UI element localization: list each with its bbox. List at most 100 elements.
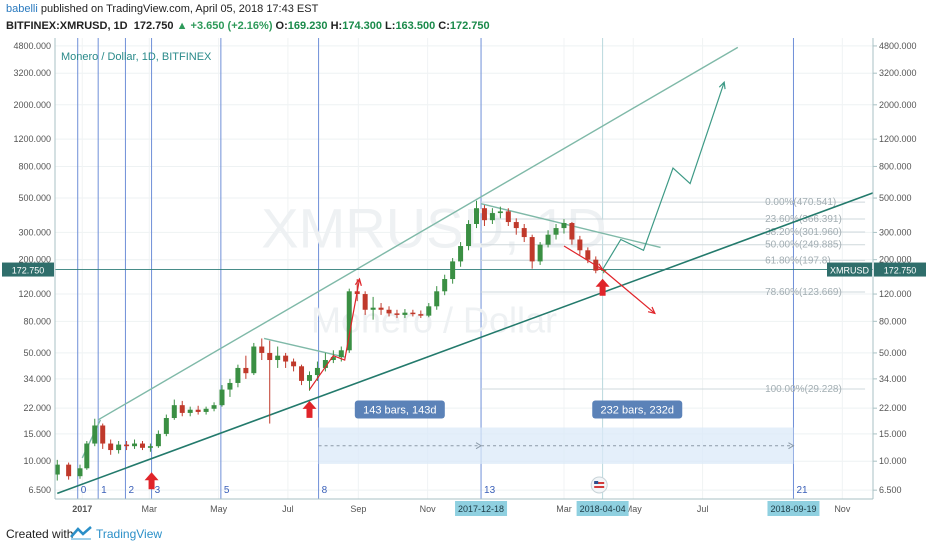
- candle-body: [314, 367, 320, 376]
- candle-body: [227, 382, 233, 390]
- candle-body: [402, 312, 408, 315]
- candle-body: [275, 355, 281, 361]
- tradingview-brand[interactable]: TradingView: [96, 527, 163, 541]
- x-tick-label: May: [210, 504, 228, 514]
- x-tick-label: 2017: [72, 504, 92, 514]
- candle-body: [92, 425, 98, 444]
- x-tick-label: Jul: [697, 504, 709, 514]
- y-tick-left: 1200.000: [13, 134, 51, 144]
- fib-level-label: 100.00%(29.228): [765, 384, 842, 395]
- left-price-tag: [2, 262, 54, 277]
- candle-body: [77, 468, 83, 477]
- candle-body: [155, 433, 161, 447]
- trendline-support: [56, 192, 874, 495]
- candle-body: [203, 408, 209, 412]
- y-tick-left: 4800.000: [13, 41, 51, 51]
- us-flag-icon: [590, 476, 608, 494]
- candle-body: [100, 425, 106, 444]
- y-tick-right: 10.000: [879, 456, 907, 466]
- y-tick-right: 300.000: [879, 227, 912, 237]
- date-badge-label: 2018-09-19: [770, 504, 816, 514]
- candle-body: [235, 367, 241, 383]
- candle-body: [450, 261, 456, 280]
- y-tick-left: 3200.000: [13, 68, 51, 78]
- chart-title: Monero / Dollar, 1D, BITFINEX: [61, 51, 212, 63]
- x-tick-label: May: [625, 504, 643, 514]
- fib-level-label: 78.60%(123.669): [765, 287, 842, 298]
- fib-time-label: 5: [224, 485, 230, 496]
- publish-info: babelli published on TradingView.com, Ap…: [6, 3, 318, 15]
- candle-body: [481, 208, 487, 221]
- candle-body: [306, 375, 312, 381]
- candle-body: [251, 346, 257, 374]
- candle-body: [179, 405, 185, 413]
- scenario-bearish-arrow: [602, 269, 656, 314]
- candle-body: [219, 389, 225, 406]
- low-label: L:: [385, 20, 396, 32]
- y-tick-right: 34.000: [879, 374, 907, 384]
- candle-body: [362, 294, 368, 310]
- candle-body: [529, 237, 535, 262]
- candle-body: [585, 250, 591, 260]
- scenario-bullish-arrow-head: [718, 80, 726, 90]
- trendline-upper: [97, 46, 739, 421]
- low-value: 163.500: [395, 20, 436, 32]
- support-marker-arrow: [302, 400, 317, 418]
- candle-body: [505, 211, 511, 223]
- candle-body: [410, 312, 416, 315]
- high-value: 174.300: [342, 20, 382, 32]
- candle-body: [291, 361, 297, 367]
- price-change: +3.650 (+2.16%): [190, 20, 273, 32]
- candle-body: [108, 443, 114, 451]
- y-tick-right: 2000.000: [879, 100, 917, 110]
- fib-level-label: 23.60%(366.391): [765, 214, 842, 225]
- date-range-badge: [592, 400, 683, 419]
- symbol-price-tag-label: XMRUSD: [830, 266, 870, 276]
- us-flag-stripe: [594, 482, 605, 484]
- date-badge-label: 2018-04-04: [580, 504, 626, 514]
- fib-time-label: 8: [322, 485, 328, 496]
- chart-header: babelli published on TradingView.com, Ap…: [0, 0, 932, 38]
- candle-body: [394, 313, 400, 315]
- fib-level-label: 38.20%(301.960): [765, 227, 842, 238]
- candle-body: [537, 244, 543, 262]
- tradingview-logo-icon[interactable]: [70, 525, 92, 541]
- candle-body: [299, 366, 305, 381]
- y-tick-right: 50.000: [879, 348, 907, 358]
- candle-body: [561, 223, 567, 229]
- y-tick-right: 3200.000: [879, 68, 917, 78]
- fib-level-label: 61.80%(197.8): [765, 255, 831, 266]
- candle-body: [338, 350, 344, 358]
- x-tick-label: Nov: [420, 504, 437, 514]
- publish-text: published on TradingView.com, April 05, …: [37, 3, 319, 15]
- trendline-triangle-top: [263, 337, 345, 358]
- candle-body: [577, 239, 583, 251]
- candle-body: [195, 409, 201, 412]
- author-link[interactable]: babelli: [6, 3, 38, 15]
- symbol-label: BITFINEX:XMRUSD, 1D: [6, 20, 128, 32]
- fib-level-label: 0.00%(470.541): [765, 197, 836, 208]
- candle-body: [84, 443, 90, 469]
- y-tick-left: 500.000: [18, 193, 51, 203]
- candle-body: [66, 464, 72, 477]
- scenario-bullish-arrow: [602, 82, 725, 270]
- fib-time-label: 0: [81, 485, 87, 496]
- watermark-symbol: XMRUSD, 1D: [261, 196, 606, 259]
- date-badge-label: 2017-12-18: [458, 504, 504, 514]
- fib-time-label: 1: [101, 485, 107, 496]
- candle-body: [132, 443, 138, 447]
- candle-body: [259, 346, 265, 353]
- fib-time-label: 13: [484, 485, 496, 496]
- x-tick-label: Sep: [350, 504, 366, 514]
- y-tick-right: 120.000: [879, 289, 912, 299]
- impulse-arrow-head: [354, 277, 362, 286]
- date-range-label: 232 bars, 232d: [601, 405, 674, 417]
- date-range-box: [318, 427, 482, 464]
- open-value: 169.230: [287, 20, 328, 32]
- y-tick-left: 6.500: [28, 485, 51, 495]
- y-tick-right: 1200.000: [879, 134, 917, 144]
- candle-body: [497, 211, 503, 214]
- ohlc-bar: BITFINEX:XMRUSD, 1D 172.750 ▲ +3.650 (+2…: [6, 20, 490, 32]
- date-range-badge: [354, 400, 445, 419]
